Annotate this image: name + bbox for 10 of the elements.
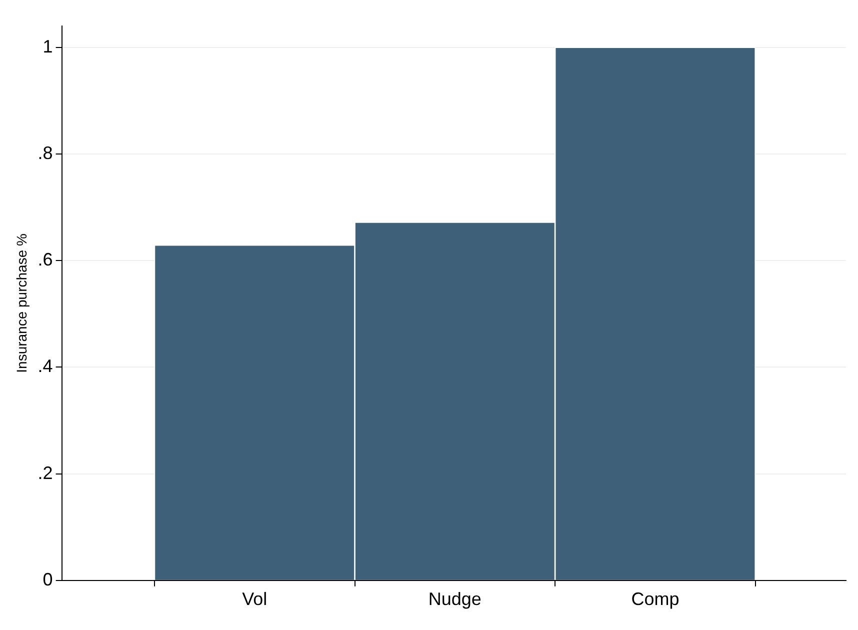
y-tick-label: 0 xyxy=(42,569,53,590)
y-tick-label: .8 xyxy=(38,142,53,163)
x-tick-label: Comp xyxy=(631,589,680,610)
y-tick-label: .4 xyxy=(38,356,53,376)
x-tick-label: Vol xyxy=(242,589,268,610)
y-tick-label: .2 xyxy=(38,462,53,483)
y-tick-label: .6 xyxy=(38,250,53,270)
x-tick-label: Nudge xyxy=(428,589,482,610)
y-tick-label: 1 xyxy=(42,36,53,56)
y-axis-title: Insurance purchase % xyxy=(13,234,30,373)
